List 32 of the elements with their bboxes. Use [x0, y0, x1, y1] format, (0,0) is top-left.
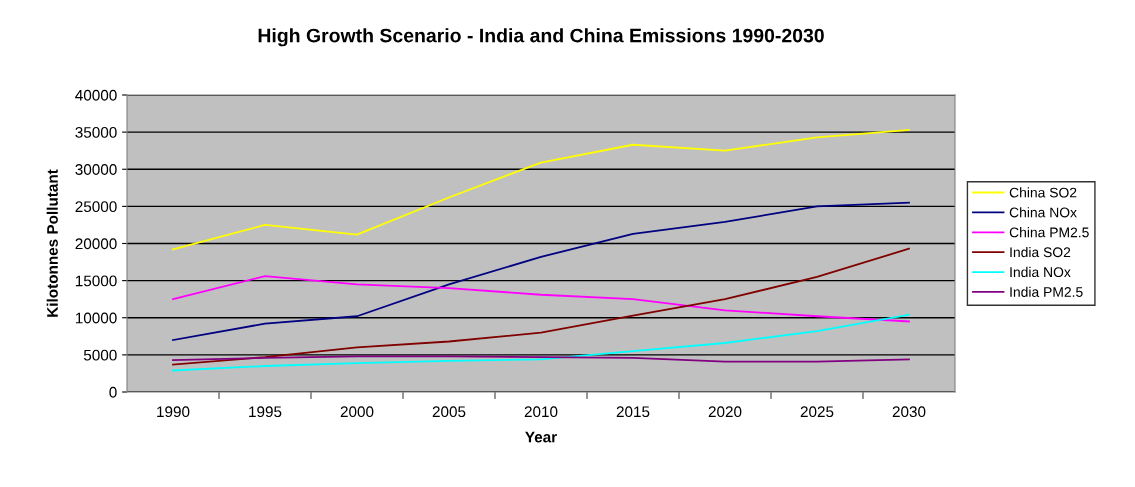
y-tick-label: 0: [109, 386, 117, 398]
legend-label: India NOx: [1010, 266, 1071, 278]
y-tick-label: 5000: [83, 349, 117, 361]
x-tick-label: 2020: [708, 406, 742, 418]
x-tick-label: 2000: [340, 406, 374, 418]
x-tick-label: 1990: [157, 406, 190, 418]
y-tick-label: 20000: [75, 238, 117, 250]
line-series: [172, 275, 910, 323]
y-tick-label: 25000: [75, 201, 117, 213]
legend-label: India SO2: [1010, 246, 1071, 258]
legend-label: India PM2.5: [1010, 286, 1083, 297]
line-series: [172, 201, 910, 341]
chart-title: High Growth Scenario - India and China Emissions 1990-2030: [258, 28, 824, 47]
y-tick-label: 15000: [75, 275, 117, 287]
x-tick-label: 2015: [616, 406, 650, 418]
legend-label: China PM2.5: [1009, 227, 1089, 238]
legend-label: China NOx: [1009, 207, 1077, 218]
y-axis-title: Kilotonnes Pollutant: [46, 169, 58, 317]
line-series: [172, 313, 910, 372]
x-tick-label: 2025: [800, 406, 834, 418]
x-axis-title: Year: [525, 431, 557, 443]
line-series: [172, 128, 910, 251]
y-tick-label: 30000: [75, 164, 117, 175]
x-tick-label: 2005: [432, 406, 466, 418]
y-tick-label: 10000: [75, 312, 117, 324]
x-tick-label: 2030: [892, 406, 926, 418]
y-tick-label: 35000: [75, 126, 117, 138]
x-tick-label: 2010: [524, 406, 558, 418]
y-tick-label: 40000: [75, 89, 117, 101]
x-tick-label: 1995: [249, 406, 282, 418]
line-series: [172, 247, 910, 366]
legend-label: China SO2: [1009, 187, 1077, 198]
